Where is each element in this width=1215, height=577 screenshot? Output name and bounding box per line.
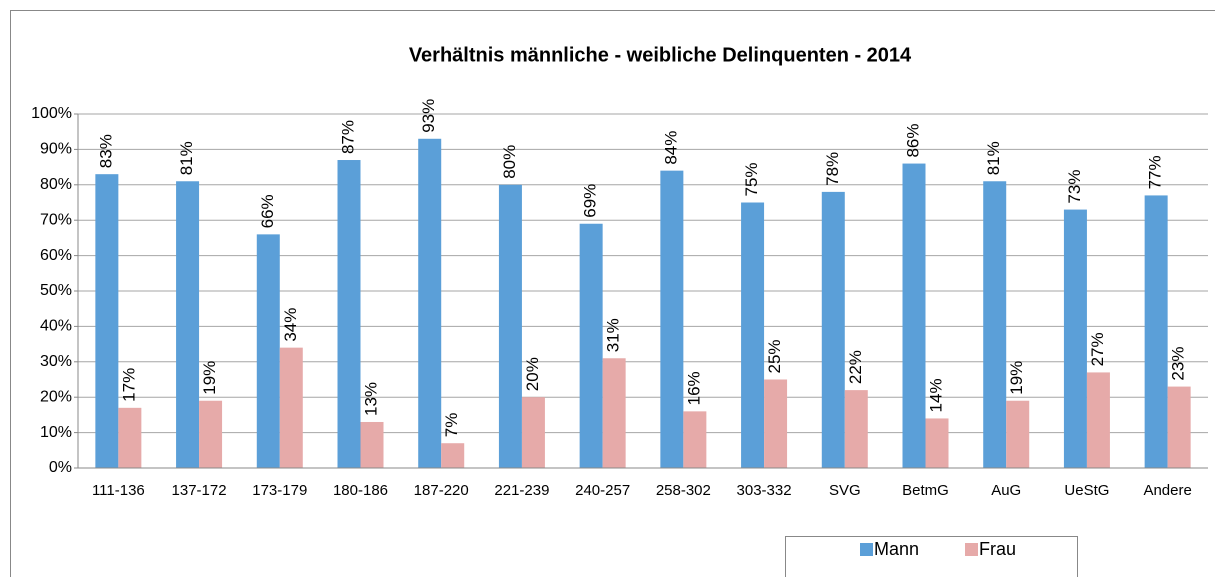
data-label: 80%: [500, 145, 519, 179]
x-tick-label: 111-136: [92, 482, 145, 499]
data-label: 20%: [523, 357, 542, 391]
legend-label: Frau: [979, 539, 1016, 559]
legend-box: [785, 536, 1078, 577]
y-tick-label: 0%: [49, 459, 72, 476]
data-label: 93%: [419, 99, 438, 133]
data-label: 7%: [442, 413, 461, 438]
y-tick-label: 80%: [40, 176, 72, 193]
bar: [176, 181, 200, 468]
y-tick-label: 10%: [40, 424, 72, 441]
chart-frame: [10, 10, 1215, 577]
bar: [1144, 195, 1168, 469]
data-label: 19%: [200, 361, 219, 395]
bar: [925, 418, 949, 468]
x-tick-label: 258-302: [656, 482, 711, 499]
y-tick-label: 50%: [40, 282, 72, 299]
bar: [256, 234, 280, 468]
bar: [1006, 400, 1030, 468]
x-tick-label: 187-220: [414, 482, 469, 499]
x-tick-label: 173-179: [252, 482, 307, 499]
legend-swatch: [965, 543, 978, 556]
bar: [660, 170, 684, 468]
x-tick-label: 221-239: [494, 482, 549, 499]
bar: [821, 191, 845, 468]
data-label: 14%: [926, 378, 945, 412]
data-label: 83%: [96, 134, 115, 168]
x-tick-label: AuG: [991, 482, 1021, 499]
y-tick-label: 70%: [40, 211, 72, 228]
data-label: 31%: [604, 318, 623, 352]
bar: [360, 421, 384, 468]
legend-swatch: [860, 543, 873, 556]
y-tick-label: 90%: [40, 141, 72, 158]
bar: [983, 181, 1007, 468]
bar: [199, 400, 223, 468]
x-tick-label: 137-172: [172, 482, 227, 499]
bar: [418, 138, 442, 468]
data-label: 78%: [823, 152, 842, 186]
data-label: 77%: [1146, 155, 1165, 189]
chart-title: Verhältnis männliche - weibliche Delinqu…: [409, 44, 912, 66]
data-label: 19%: [1007, 361, 1026, 395]
x-tick-label: BetmG: [902, 482, 949, 499]
bar: [441, 443, 465, 468]
y-tick-label: 20%: [40, 388, 72, 405]
bar: [764, 379, 788, 468]
bar: [118, 407, 142, 468]
data-label: 23%: [1169, 347, 1188, 381]
data-label: 16%: [684, 371, 703, 405]
data-label: 22%: [846, 350, 865, 384]
bar: [498, 184, 522, 469]
data-label: 34%: [281, 308, 300, 342]
x-tick-label: 240-257: [575, 482, 630, 499]
x-tick-label: 303-332: [737, 482, 792, 499]
data-label: 13%: [361, 382, 380, 416]
bar: [1063, 209, 1087, 468]
bar: [902, 163, 926, 468]
bar: [741, 202, 765, 468]
data-label: 84%: [661, 131, 680, 165]
bar: [1167, 386, 1191, 468]
x-tick-label: 180-186: [333, 482, 388, 499]
x-tick-label: SVG: [829, 482, 861, 499]
data-label: 66%: [258, 194, 277, 228]
bar: [844, 390, 868, 468]
data-label: 87%: [338, 120, 357, 154]
y-tick-label: 40%: [40, 318, 72, 335]
data-label: 75%: [742, 162, 761, 196]
data-label: 81%: [177, 141, 196, 175]
data-label: 69%: [581, 184, 600, 218]
bar: [279, 347, 303, 468]
bar: [579, 223, 603, 468]
bar: [1086, 372, 1110, 468]
y-tick-label: 100%: [31, 105, 72, 122]
legend-label: Mann: [874, 539, 919, 559]
data-label: 27%: [1088, 332, 1107, 366]
data-label: 25%: [765, 339, 784, 373]
data-label: 17%: [119, 368, 138, 402]
y-tick-label: 60%: [40, 247, 72, 264]
bar: [683, 411, 707, 468]
data-label: 81%: [984, 141, 1003, 175]
data-label: 86%: [903, 124, 922, 158]
bar: [521, 397, 545, 468]
bar: [602, 358, 626, 468]
bar: [95, 174, 119, 468]
x-tick-label: Andere: [1143, 482, 1191, 499]
data-label: 73%: [1065, 170, 1084, 204]
x-tick-label: UeStG: [1064, 482, 1109, 499]
y-tick-label: 30%: [40, 353, 72, 370]
bar: [337, 160, 361, 468]
